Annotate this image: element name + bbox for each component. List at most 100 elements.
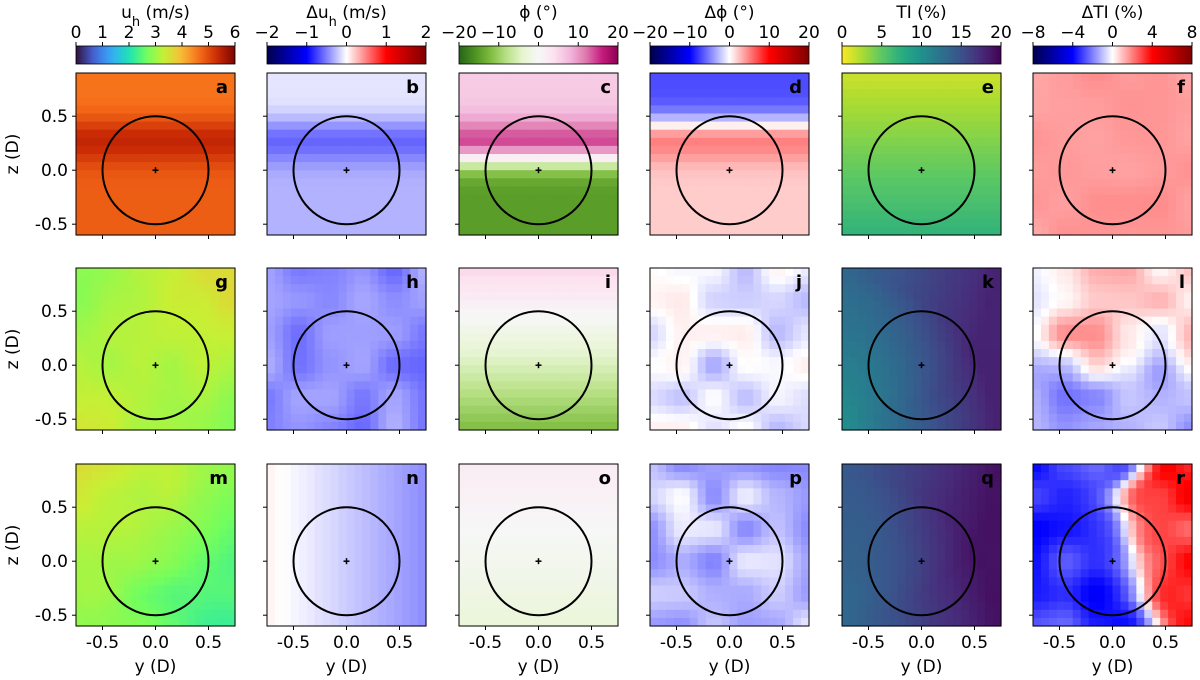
rotor-circle (867, 506, 976, 617)
panel-letter: m (209, 468, 228, 489)
colorbar-tick-label: 0 (533, 23, 544, 43)
colorbar-title: Δϕ (°) (704, 3, 754, 23)
colorbar-tick-label: 2 (124, 23, 135, 43)
colorbar-tick-label: 5 (876, 23, 887, 43)
rotor-circle (484, 115, 593, 226)
rotor-circle (101, 310, 210, 421)
colorbar-tick-label: 10 (758, 23, 780, 43)
rotor-circle (675, 115, 784, 226)
colorbar-tick-label: 20 (990, 23, 1012, 43)
panel-j: j (646, 267, 810, 434)
colorbar-tick-label: 5 (203, 23, 214, 43)
x-tick-label: -0.5 (852, 633, 885, 653)
colorbar-4: −20 −10 0 10 20 Δϕ (°) (632, 3, 820, 65)
x-tick-label: 0.0 (142, 633, 169, 653)
rotor-circle (1058, 115, 1167, 226)
panel-r: r -0.5 0.0 0.5 (1029, 463, 1193, 653)
panel-p: p -0.5 0.0 0.5 (646, 463, 810, 653)
x-tick-label: 0.0 (333, 633, 360, 653)
panel-letter: b (406, 77, 419, 98)
colorbar-title: Δuh (m/s) (306, 3, 386, 30)
x-axis-label: y (D) (518, 657, 560, 677)
colorbar-tick-label: 15 (950, 23, 972, 43)
panel-b: b (263, 72, 427, 239)
panel-letter: q (981, 468, 994, 489)
x-tick-label: -0.5 (469, 633, 502, 653)
panel-field (267, 268, 427, 431)
y-tick-label: 0.0 (41, 552, 68, 572)
panel-e: e (838, 72, 1002, 239)
rotor-circle (484, 506, 593, 617)
colorbar-tick-label: 0 (837, 23, 848, 43)
colorbar-title: ϕ (°) (519, 3, 557, 23)
panel-field (1033, 268, 1193, 431)
rotor-circle (292, 310, 401, 421)
y-tick-label: 0.5 (41, 498, 68, 518)
panel-field (650, 464, 810, 627)
colorbar-5: 0 5 10 15 20 TI (%) (837, 3, 1012, 65)
colorbar-tick-label: −2 (254, 23, 279, 43)
y-tick-label: 0.5 (41, 107, 68, 127)
colorbar-gradient (841, 45, 1002, 65)
panel-m: m -0.5 0.0 0.5 -0.5 0.0 0.5 (35, 463, 236, 653)
rotor-circle (101, 506, 210, 617)
x-tick-label: 0.0 (716, 633, 743, 653)
colorbar-tick-label: −20 (441, 23, 477, 43)
x-axis-label: y (D) (326, 657, 368, 677)
panel-letter: r (1176, 468, 1185, 489)
x-tick-label: -0.5 (660, 633, 693, 653)
rotor-circle (484, 310, 593, 421)
colorbar-title: uh (m/s) (121, 3, 190, 30)
y-axis-label: z (D) (3, 329, 23, 370)
panel-q: q -0.5 0.0 0.5 (838, 463, 1002, 653)
colorbar-1: 0 1 2 3 4 5 6 uh (m/s) (71, 3, 241, 65)
colorbar-tick-label: 0 (724, 23, 735, 43)
x-tick-label: 0.0 (525, 633, 552, 653)
panel-letter: h (406, 272, 419, 293)
panel-c: c (455, 72, 619, 239)
y-axis-label: z (D) (3, 525, 23, 566)
colorbar-tick-label: −8 (1020, 23, 1045, 43)
rotor-circle (1058, 506, 1167, 617)
rotor-circle (101, 115, 210, 226)
panel-letter: n (406, 468, 419, 489)
colorbar-tick-label: −4 (1060, 23, 1085, 43)
panel-letter: p (789, 468, 802, 489)
panel-letter: l (1179, 272, 1185, 293)
x-tick-label: 0.0 (1099, 633, 1126, 653)
colorbar-2: −2 −1 0 1 2 Δuh (m/s) (254, 3, 431, 65)
panel-o: o -0.5 0.0 0.5 (455, 463, 619, 653)
x-tick-label: 0.5 (195, 633, 222, 653)
rotor-circle (1058, 310, 1167, 421)
colorbar-gradient (649, 45, 810, 65)
rotor-circle (675, 310, 784, 421)
colorbar-tick-label: 20 (798, 23, 820, 43)
y-tick-label: -0.5 (35, 606, 68, 626)
y-tick-label: -0.5 (35, 410, 68, 430)
x-tick-label: 0.5 (769, 633, 796, 653)
panel-field (459, 73, 619, 236)
panel-letter: f (1177, 77, 1185, 98)
panel-letter: k (982, 272, 995, 293)
x-axis-label: y (D) (135, 657, 177, 677)
y-tick-label: 0.5 (41, 302, 68, 322)
panel-letter: d (789, 77, 802, 98)
y-tick-label: 0.0 (41, 161, 68, 181)
panel-l: l (1029, 267, 1193, 434)
panel-f: f (1029, 72, 1193, 239)
x-tick-label: -0.5 (86, 633, 119, 653)
panel-field (842, 268, 1002, 431)
panel-h: h (263, 267, 427, 434)
y-tick-label: 0.0 (41, 356, 68, 376)
colorbar-tick-label: 6 (230, 23, 241, 43)
colorbar-gradient (266, 45, 427, 65)
x-tick-label: 0.0 (908, 633, 935, 653)
colorbar-title: TI (%) (895, 3, 946, 23)
x-tick-label: 0.5 (961, 633, 988, 653)
panel-field (650, 73, 810, 236)
rotor-circle (867, 310, 976, 421)
x-axis-label: y (D) (1092, 657, 1134, 677)
panel-letter: o (599, 468, 611, 489)
colorbar-tick-label: 3 (150, 23, 161, 43)
